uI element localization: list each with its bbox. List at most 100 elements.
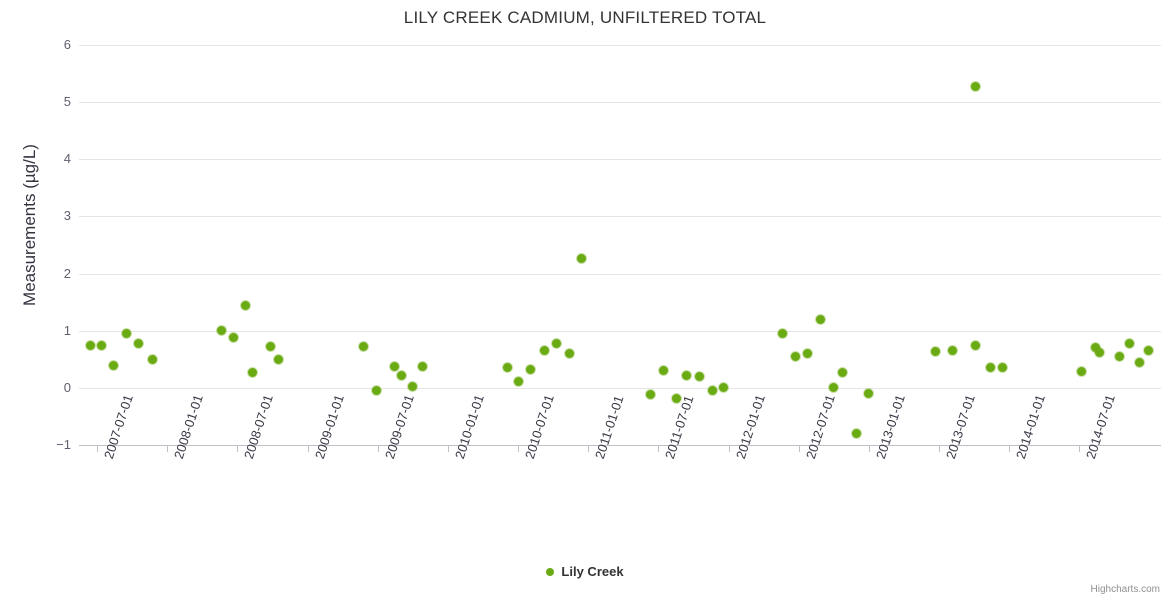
plot-area	[79, 45, 1161, 445]
x-axis-tick-mark	[167, 445, 169, 452]
x-axis-tick-label: 2013-07-01	[943, 392, 978, 461]
data-point[interactable]	[147, 354, 157, 364]
data-point[interactable]	[671, 393, 681, 403]
x-axis-tick-label: 2013-01-01	[872, 392, 908, 461]
x-axis-tick-mark	[728, 445, 730, 452]
data-point[interactable]	[837, 367, 847, 377]
data-point[interactable]	[96, 340, 106, 350]
data-point[interactable]	[985, 363, 995, 373]
x-axis-tick-label: 2011-07-01	[662, 393, 697, 461]
data-point[interactable]	[576, 253, 586, 263]
x-axis-tick-mark	[939, 445, 941, 452]
data-point[interactable]	[265, 342, 275, 352]
data-point[interactable]	[502, 363, 512, 373]
x-axis-tick-mark	[658, 445, 660, 452]
data-point[interactable]	[564, 349, 574, 359]
y-axis-tick-label: 4	[63, 151, 71, 167]
x-axis-tick-label: 2007-07-01	[101, 392, 136, 461]
data-point[interactable]	[216, 326, 226, 336]
credits-link[interactable]: Highcharts.com	[1090, 584, 1160, 595]
data-point[interactable]	[777, 329, 787, 339]
legend-item[interactable]: Lily Creek	[546, 563, 624, 580]
x-axis-tick-mark	[588, 445, 590, 452]
y-axis-tick-label: 1	[63, 322, 71, 338]
data-point[interactable]	[970, 81, 980, 91]
data-point[interactable]	[1124, 338, 1134, 348]
data-point[interactable]	[790, 351, 800, 361]
data-point[interactable]	[802, 349, 812, 359]
data-point[interactable]	[1134, 357, 1144, 367]
data-point[interactable]	[863, 389, 873, 399]
data-point[interactable]	[539, 346, 549, 356]
legend-label: Lily Creek	[561, 564, 624, 580]
x-axis-tick-label: 2014-01-01	[1013, 392, 1049, 461]
y-gridline	[79, 273, 1161, 275]
data-point[interactable]	[815, 314, 825, 324]
data-point[interactable]	[389, 361, 399, 371]
x-axis-tick-mark	[518, 445, 519, 452]
x-axis-tick-label: 2008-07-01	[241, 392, 277, 461]
data-point[interactable]	[970, 340, 980, 350]
x-axis-tick-label: 2011-01-01	[592, 393, 627, 461]
y-gridline	[79, 330, 1161, 332]
data-point[interactable]	[997, 363, 1007, 373]
data-point[interactable]	[681, 370, 691, 380]
legend-marker-icon	[546, 567, 555, 576]
data-point[interactable]	[407, 381, 417, 391]
data-point[interactable]	[1076, 367, 1086, 377]
x-axis-line	[79, 445, 1161, 446]
data-point[interactable]	[108, 360, 118, 370]
x-axis-tick-mark	[307, 445, 309, 452]
x-axis-tick-label: 2012-07-01	[802, 392, 838, 461]
data-point[interactable]	[707, 386, 717, 396]
data-point[interactable]	[694, 371, 704, 381]
data-point[interactable]	[358, 341, 368, 351]
data-point[interactable]	[718, 383, 728, 393]
data-point[interactable]	[513, 376, 523, 386]
data-point[interactable]	[133, 338, 143, 348]
data-point[interactable]	[851, 429, 861, 439]
data-point[interactable]	[85, 340, 95, 350]
data-point[interactable]	[371, 386, 381, 396]
data-point[interactable]	[1094, 347, 1104, 357]
data-point[interactable]	[1143, 346, 1153, 356]
data-point[interactable]	[1114, 351, 1124, 361]
chart-title: LILY CREEK CADMIUM, UNFILTERED TOTAL	[403, 8, 767, 27]
x-axis-tick-mark	[237, 445, 239, 452]
data-point[interactable]	[525, 364, 535, 374]
y-axis-tick-labels: −1 0 1 2 3 4 5 6	[5, 37, 71, 452]
x-axis-tick-labels: 2007-07-01 2008-01-01 2008-07-01 2009-01-01…	[79, 392, 1161, 555]
data-point[interactable]	[396, 370, 406, 380]
x-axis-tick-mark	[97, 445, 98, 452]
y-gridline	[79, 159, 1161, 161]
y-axis-tick-label: 6	[63, 37, 71, 52]
data-point[interactable]	[240, 300, 250, 310]
x-axis-tick-mark	[1079, 445, 1081, 452]
x-axis-tick-label: 2009-07-01	[381, 392, 417, 461]
data-point[interactable]	[828, 383, 838, 393]
data-point[interactable]	[658, 366, 668, 376]
data-point[interactable]	[273, 354, 283, 364]
data-point[interactable]	[417, 361, 427, 371]
data-point[interactable]	[551, 338, 561, 348]
y-gridline	[79, 45, 1161, 46]
data-point[interactable]	[247, 367, 257, 377]
x-axis-tick-label: 2008-01-01	[171, 392, 206, 461]
x-axis-tick-label: 2009-01-01	[311, 392, 347, 461]
data-point[interactable]	[121, 329, 131, 339]
y-axis-tick-label: −1	[56, 437, 71, 452]
x-axis-tick-mark	[1009, 445, 1011, 452]
data-point[interactable]	[645, 390, 655, 400]
chart-legend: Lily Creek	[0, 563, 1170, 579]
y-gridline	[79, 387, 1161, 389]
y-axis-tick-label: 3	[63, 208, 71, 224]
x-axis-tick-label: 2010-01-01	[451, 392, 487, 461]
x-axis-tick-mark	[377, 445, 379, 452]
data-point[interactable]	[228, 333, 238, 343]
data-point[interactable]	[930, 347, 940, 357]
data-point[interactable]	[947, 346, 957, 356]
x-axis-tick-label: 2012-01-01	[732, 392, 768, 461]
x-axis-tick-mark	[868, 445, 870, 452]
data-point[interactable]	[1090, 343, 1100, 353]
